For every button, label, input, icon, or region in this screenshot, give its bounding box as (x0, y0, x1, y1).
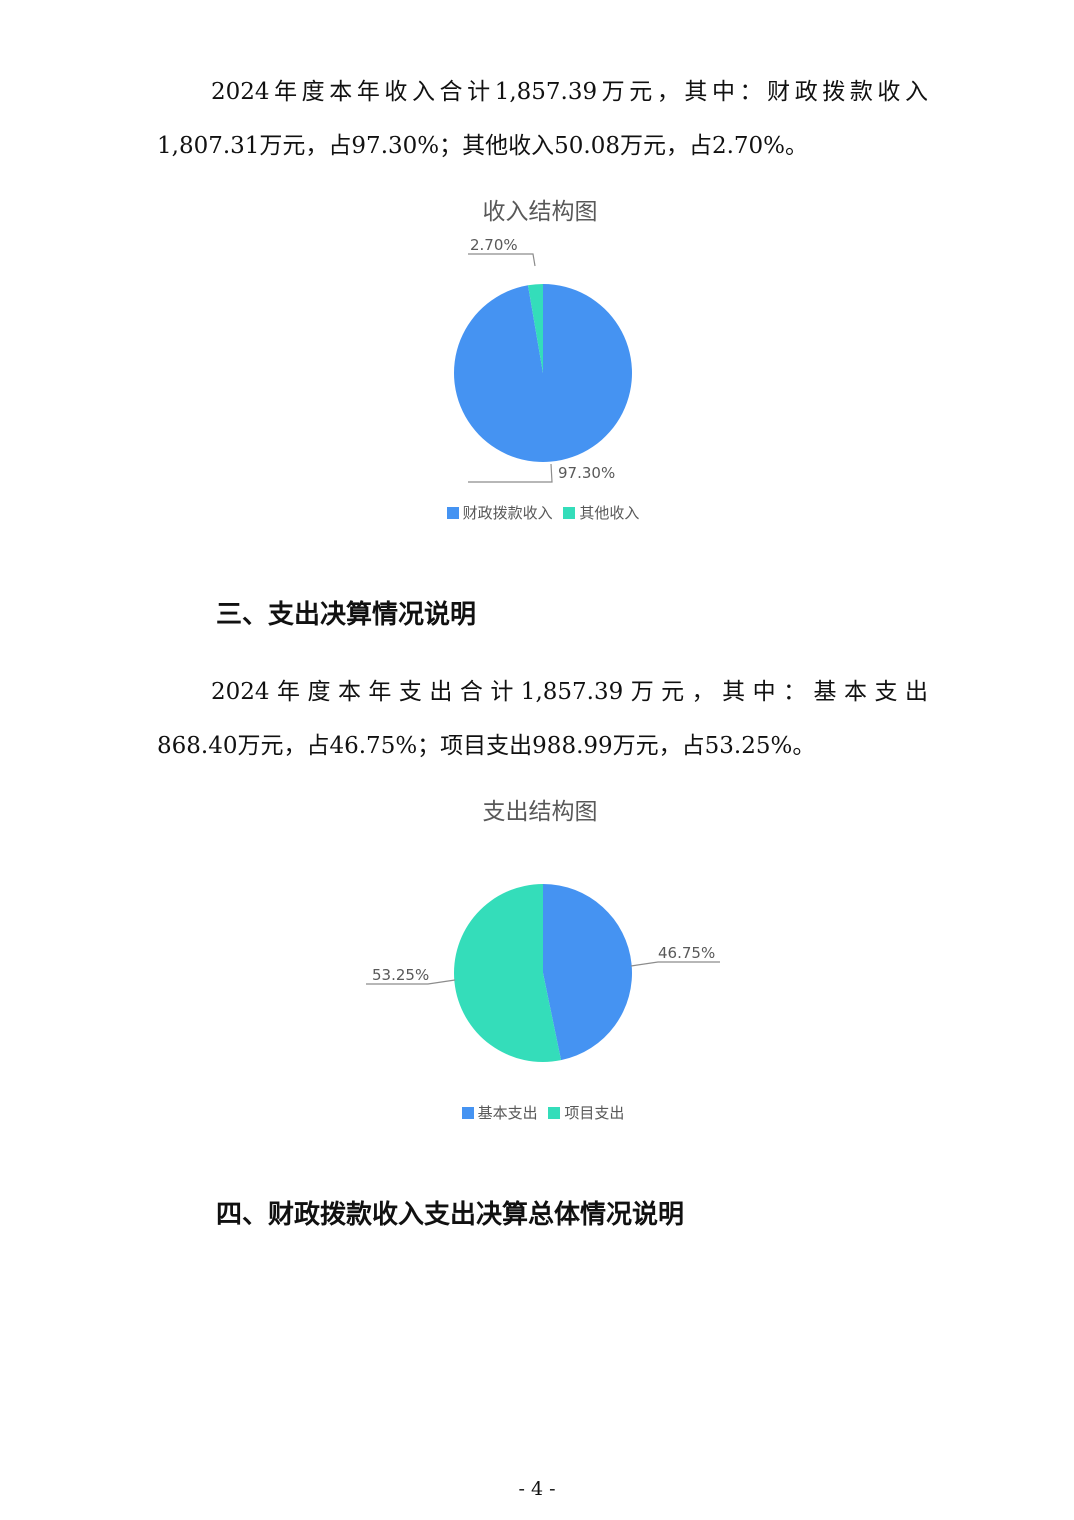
legend-label: 项目支出 (564, 1104, 625, 1122)
pie-svg: 97.30% 2.70% (454, 236, 632, 483)
text-line: 868.40万元，占46.75%；项目支出988.99万元，占53.25%。 (157, 733, 816, 759)
leader-line (468, 253, 536, 267)
pie-slice (454, 284, 632, 462)
section-heading: 三、支出决算情况说明 (216, 600, 477, 630)
legend-swatch (461, 1107, 474, 1119)
page-number: - 4 - (518, 1478, 556, 1500)
data-label: 97.30% (558, 464, 615, 482)
chart-title: 收入结构图 (482, 199, 598, 225)
expense-pie-chart: 支出结构图 46.75% 53.25% 基本支出 项目支出 (340, 792, 740, 1152)
leader-line (468, 463, 553, 483)
data-label: 53.25% (372, 966, 429, 984)
data-label: 46.75% (658, 944, 715, 962)
pie-svg: 46.75% 53.25% (366, 884, 720, 1062)
expense-paragraph: 2024年度本年支出合计1,857.39万元，其中：基本支出 868.40万元，… (157, 665, 928, 773)
pie-slice (453, 884, 562, 1062)
legend-swatch (563, 507, 576, 519)
income-pie-chart: 收入结构图 97.30% 2.70% 财政拨款收入 其他收入 (340, 192, 740, 552)
legend-label: 财政拨款收入 (462, 504, 553, 522)
chart-legend: 基本支出 项目支出 (340, 1102, 740, 1123)
text-line: 1,807.31万元，占97.30%；其他收入50.08万元，占2.70%。 (157, 133, 809, 159)
pie-slice (543, 884, 632, 1061)
legend-swatch (446, 507, 459, 519)
section-heading: 四、财政拨款收入支出决算总体情况说明 (216, 1200, 685, 1230)
legend-swatch (548, 1107, 561, 1119)
data-label: 2.70% (470, 236, 518, 254)
text-line: 2024年度本年支出合计1,857.39万元，其中：基本支出 (211, 679, 928, 705)
leader-line (366, 979, 456, 985)
legend-label: 基本支出 (477, 1104, 538, 1122)
chart-title: 支出结构图 (482, 799, 598, 825)
income-paragraph: 2024年度本年收入合计1,857.39万元，其中：财政拨款收入 1,807.3… (157, 65, 928, 173)
text-line: 2024年度本年收入合计1,857.39万元，其中：财政拨款收入 (211, 79, 928, 105)
legend-label: 其他收入 (579, 504, 640, 522)
chart-legend: 财政拨款收入 其他收入 (340, 502, 740, 523)
leader-line (630, 961, 720, 967)
pie-slice (527, 284, 543, 373)
